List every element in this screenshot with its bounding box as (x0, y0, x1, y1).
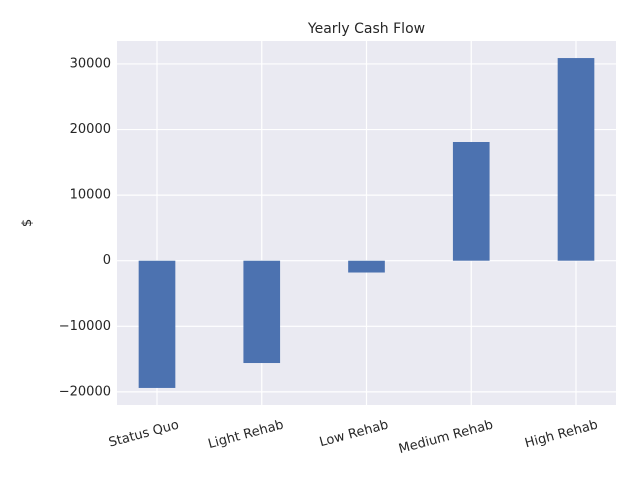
x-tick-label: Low Rehab (318, 418, 390, 451)
x-tick-labels: Status Quo Light Rehab Low Rehab Medium Reh… (107, 418, 599, 458)
y-tick-label: −10000 (59, 319, 111, 334)
bars (138, 58, 595, 388)
y-tick-label: 0 (103, 253, 111, 268)
bar-light-rehab (243, 260, 281, 364)
y-tick-label: 20000 (70, 122, 111, 137)
x-tick-label: Status Quo (107, 418, 180, 451)
bar-medium-rehab (452, 142, 490, 261)
y-tick-label: 30000 (70, 56, 111, 71)
x-tick-label: Light Rehab (207, 418, 286, 453)
bar-status-quo (138, 260, 176, 388)
y-tick-label: 10000 (70, 188, 111, 203)
y-tick-label: −20000 (59, 384, 111, 399)
x-tick-label: High Rehab (523, 418, 599, 452)
bar-high-rehab (557, 58, 595, 261)
x-tick-label: Medium Rehab (397, 418, 495, 458)
y-axis-label: $ (20, 219, 35, 227)
bar-low-rehab (348, 260, 385, 273)
y-tick-labels: −20000 −10000 0 10000 20000 30000 (59, 56, 111, 399)
chart-title: Yearly Cash Flow (307, 21, 425, 37)
